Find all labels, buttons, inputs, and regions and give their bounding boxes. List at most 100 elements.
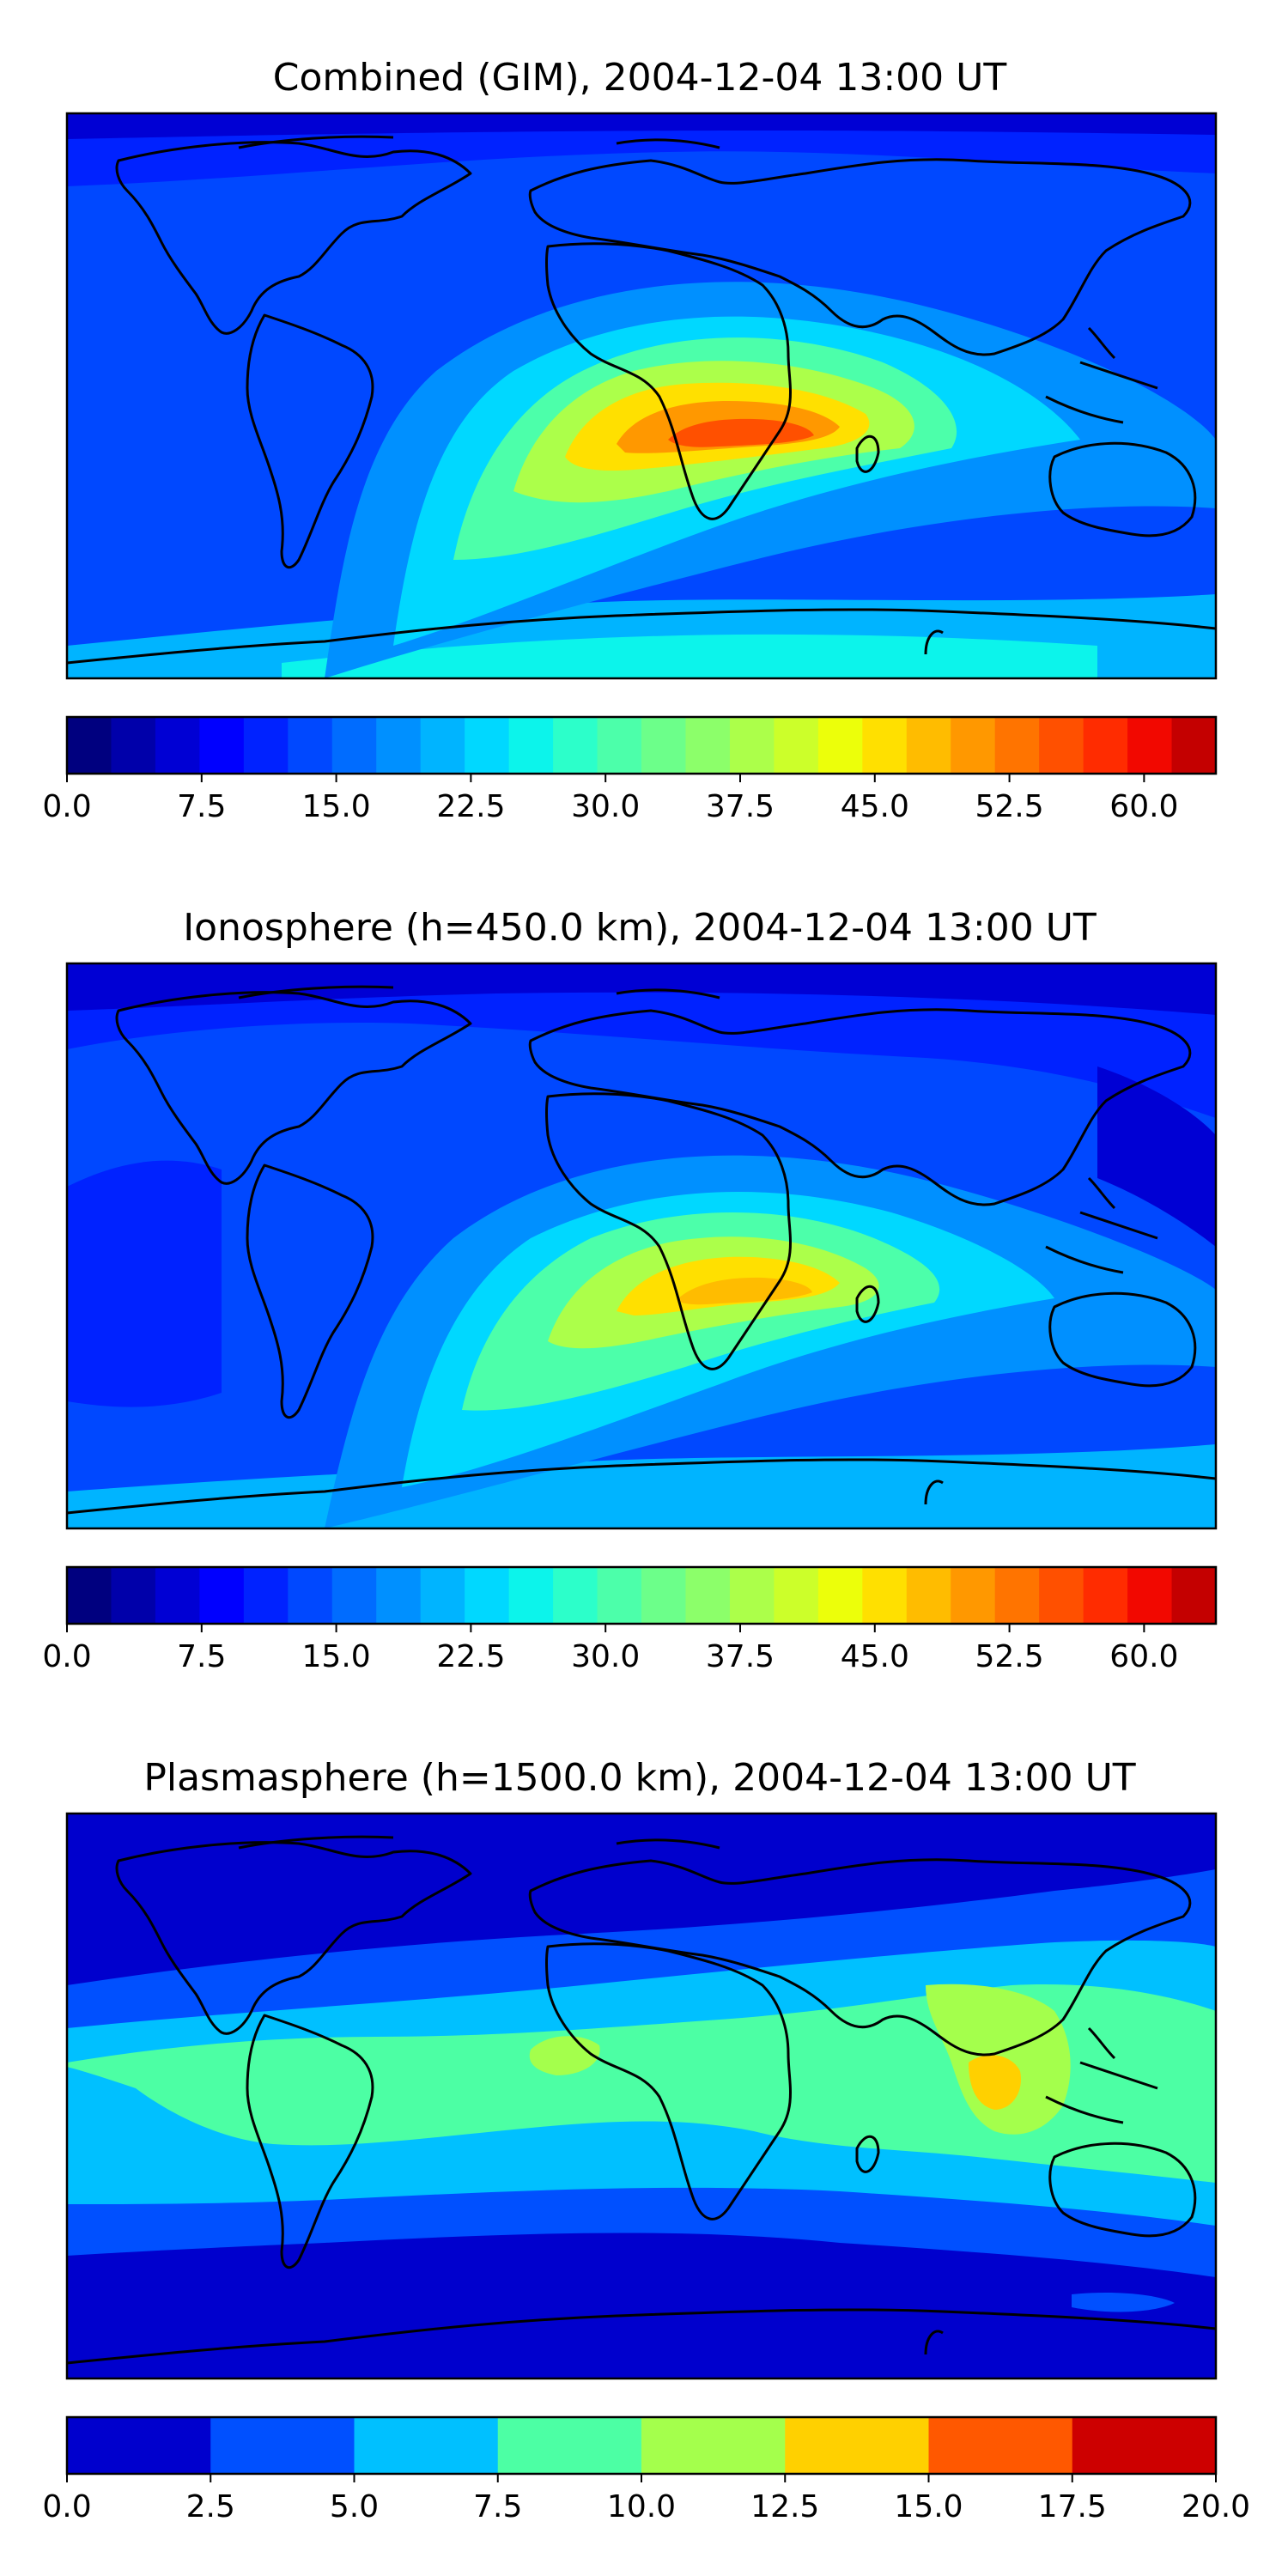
- colorbar-bin: [817, 1567, 863, 1624]
- colorbar-tick-label: 15.0: [302, 1639, 371, 1674]
- colorbar-bin: [1127, 717, 1173, 774]
- colorbar-bin: [1127, 1567, 1173, 1624]
- map-ionosphere: [65, 962, 1218, 1530]
- colorbar-bin: [67, 2417, 211, 2474]
- colorbar-bin: [508, 717, 554, 774]
- colorbar-bin: [376, 1567, 422, 1624]
- colorbar-bin: [641, 1567, 687, 1624]
- colorbar-bin: [597, 717, 642, 774]
- colorbar-plasmasphere: 0.0 2.5 5.0 7.5 10.0 12.5 15.0 17.5 20.0: [42, 2415, 1250, 2524]
- colorbar-tick-label: 52.5: [975, 1639, 1044, 1674]
- colorbar-tick-label: 45.0: [841, 789, 909, 824]
- colorbar-bin: [199, 1567, 245, 1624]
- colorbar-bin: [497, 2417, 642, 2474]
- panel-ionosphere: Ionosphere (h=450.0 km), 2004-12-04 13:0…: [42, 906, 1218, 1674]
- colorbar-bin: [111, 1567, 156, 1624]
- plasma-contour-south-patch: [1072, 2293, 1175, 2312]
- colorbar-tick-label: 0.0: [42, 789, 91, 824]
- colorbar-tick-label: 15.0: [894, 2489, 963, 2524]
- plasma-contour-peak: [969, 2055, 1021, 2110]
- colorbar-bin: [155, 1567, 200, 1624]
- panel-plasmasphere: Plasmasphere (h=1500.0 km), 2004-12-04 1…: [42, 1756, 1250, 2524]
- colorbar-bin: [553, 717, 598, 774]
- colorbar-bin: [729, 1567, 775, 1624]
- colorbar-tick-label: 7.5: [177, 1639, 226, 1674]
- colorbar-bin: [994, 717, 1040, 774]
- panel-title-plasmasphere: Plasmasphere (h=1500.0 km), 2004-12-04 1…: [143, 1756, 1135, 1800]
- colorbar-bin: [862, 1567, 908, 1624]
- colorbar-bin: [243, 1567, 289, 1624]
- tec-contour-north-dark: [67, 113, 1216, 139]
- map-plasmasphere: [65, 1812, 1218, 2380]
- colorbar-tick-label: 37.5: [706, 1639, 775, 1674]
- colorbar-bin: [729, 717, 775, 774]
- colorbar-tick-label: 37.5: [706, 789, 775, 824]
- colorbar-bin: [785, 2417, 930, 2474]
- colorbar-tick-label: 5.0: [330, 2489, 379, 2524]
- colorbar-bin: [906, 717, 951, 774]
- colorbar-bin: [111, 717, 156, 774]
- colorbar-bin: [508, 1567, 554, 1624]
- colorbar-tick-label: 0.0: [42, 2489, 91, 2524]
- colorbar-tick-label: 20.0: [1182, 2489, 1250, 2524]
- tec-contour-south-cyan: [282, 634, 1097, 678]
- colorbar-bin: [1072, 2417, 1217, 2474]
- colorbar-bin: [951, 717, 996, 774]
- colorbar-bin: [331, 717, 377, 774]
- colorbar-bin: [67, 1567, 112, 1624]
- colorbar-tick-label: 60.0: [1109, 789, 1178, 824]
- colorbar-frame: [65, 1565, 1218, 1625]
- colorbar-tick-label: 2.5: [186, 2489, 235, 2524]
- colorbar-bin: [288, 717, 333, 774]
- map-frame: [65, 1812, 1218, 2380]
- colorbar-bin: [862, 717, 908, 774]
- colorbar-tick-label: 17.5: [1038, 2489, 1107, 2524]
- colorbar-bin: [210, 2417, 355, 2474]
- coastlines: [67, 135, 1216, 665]
- colorbar-tick-label: 22.5: [436, 1639, 505, 1674]
- colorbar-bin: [928, 2417, 1073, 2474]
- map-frame: [65, 962, 1218, 1530]
- tec-contour-pacific: [67, 1160, 222, 1407]
- panel-title-combined: Combined (GIM), 2004-12-04 13:00 UT: [273, 56, 1007, 100]
- colorbar-bin: [951, 1567, 996, 1624]
- colorbar-bin: [465, 1567, 510, 1624]
- colorbar-tick-label: 7.5: [473, 2489, 522, 2524]
- colorbar-bin: [685, 717, 731, 774]
- colorbar-tick-label: 60.0: [1109, 1639, 1178, 1674]
- colorbar-bin: [420, 1567, 465, 1624]
- colorbar-bin: [641, 2417, 786, 2474]
- colorbar-bin: [817, 717, 863, 774]
- colorbar-bin: [641, 717, 687, 774]
- colorbar-bin: [1039, 717, 1084, 774]
- colorbar-bin: [1171, 717, 1217, 774]
- colorbar-bin: [1039, 1567, 1084, 1624]
- colorbar-tick-label: 30.0: [571, 1639, 640, 1674]
- colorbar-bin: [1083, 1567, 1128, 1624]
- colorbar-tick-label: 0.0: [42, 1639, 91, 1674]
- colorbar-bin: [288, 1567, 333, 1624]
- coastlines: [67, 1835, 1216, 2365]
- colorbar-tick-label: 10.0: [607, 2489, 676, 2524]
- colorbar-bin: [597, 1567, 642, 1624]
- colorbar-frame: [65, 715, 1218, 775]
- colorbar-bin: [354, 2417, 499, 2474]
- colorbar-bin: [465, 717, 510, 774]
- coastlines: [67, 985, 1216, 1515]
- colorbar-tick-label: 12.5: [750, 2489, 819, 2524]
- colorbar-bin: [67, 717, 112, 774]
- plasma-contour-south: [67, 2274, 1216, 2379]
- colorbar-bin: [685, 1567, 731, 1624]
- plasma-contour-3: [67, 1984, 1216, 2183]
- colorbar-bin: [994, 1567, 1040, 1624]
- tec-contour-asia: [1097, 1066, 1216, 1247]
- colorbar-bin: [1171, 1567, 1217, 1624]
- colorbar-bin: [243, 717, 289, 774]
- colorbar-combined: 0.0 7.5 15.0 22.5 30.0 37.5 45.0 52.5 60.0: [42, 715, 1218, 824]
- colorbar-bin: [1083, 717, 1128, 774]
- colorbar-bin: [774, 717, 819, 774]
- colorbar-tick-label: 52.5: [975, 789, 1044, 824]
- colorbar-ionosphere: 0.0 7.5 15.0 22.5 30.0 37.5 45.0 52.5 60.0: [42, 1565, 1218, 1674]
- panel-title-ionosphere: Ionosphere (h=450.0 km), 2004-12-04 13:0…: [183, 906, 1097, 950]
- colorbar-bin: [155, 717, 200, 774]
